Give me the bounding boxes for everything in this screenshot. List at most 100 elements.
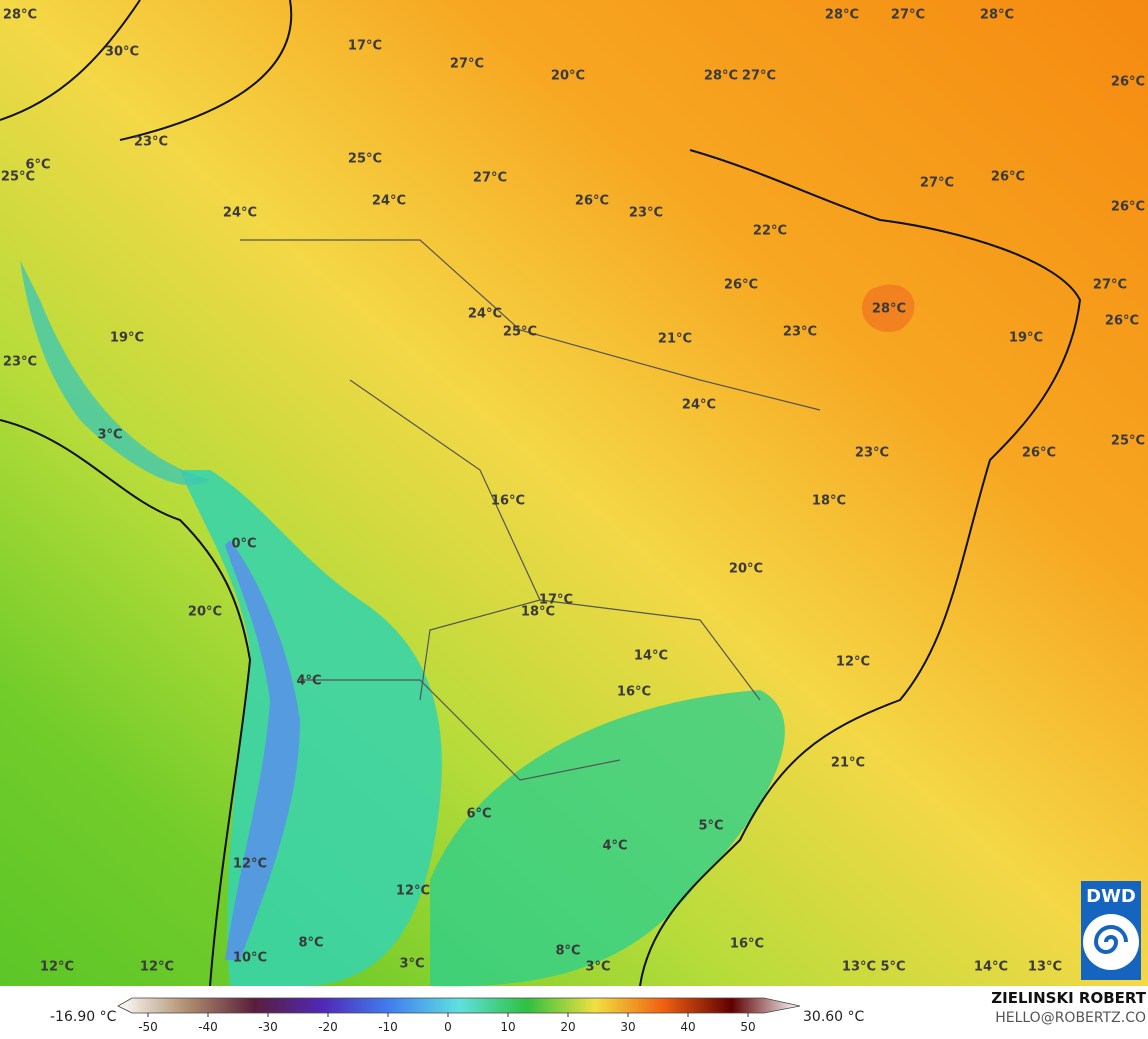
temperature-label: 26°C: [991, 170, 1025, 185]
temperature-label: 28°C: [825, 8, 859, 23]
temperature-label: 27°C: [473, 171, 507, 186]
logo-circle: [1083, 914, 1139, 970]
colorbar: -16.90 °C 30.60 °C -50 -40 -30 -20 -10 0 10 20 3…: [50, 997, 865, 1034]
temperature-label: 23°C: [134, 135, 168, 150]
credit-name: ZIELINSKI ROBERT: [991, 989, 1146, 1007]
temperature-label: 28°C: [3, 8, 37, 23]
temperature-label: 12°C: [140, 960, 174, 975]
andes-cold: [225, 540, 300, 960]
colorbar-tick-label: 40: [680, 1020, 695, 1034]
temperature-labels: 28°C 30°C 17°C 27°C 20°C 28°C 27°C 28°C 27°C 28°C…: [1, 8, 1145, 975]
temperature-label: 27°C: [920, 176, 954, 191]
temperature-label: 24°C: [223, 206, 257, 221]
colorbar-tick-label: -50: [138, 1020, 158, 1034]
temperature-label: 25°C: [348, 152, 382, 167]
temperature-label: 27°C: [1093, 278, 1127, 293]
logo-text: DWD: [1086, 886, 1136, 907]
warm-spot: [861, 284, 915, 332]
temperature-label: 24°C: [468, 307, 502, 322]
temperature-label: 5°C: [880, 960, 905, 975]
temperature-label: 17°C: [539, 593, 573, 608]
colorbar-max: 30.60 °C: [803, 1009, 865, 1025]
temperature-label: 12°C: [396, 884, 430, 899]
cool-region: [430, 690, 785, 987]
temperature-label: 19°C: [1009, 331, 1043, 346]
temperature-label: 16°C: [617, 685, 651, 700]
temperature-label: 24°C: [682, 398, 716, 413]
colorbar-tick-label: -20: [318, 1020, 338, 1034]
temperature-label: 26°C: [1111, 200, 1145, 215]
colorbar-ramp: [117, 997, 801, 1014]
colorbar-tick-label: 30: [620, 1020, 635, 1034]
map: [0, 0, 1148, 987]
temperature-label: 28°C: [872, 302, 906, 317]
temperature-label: 26°C: [575, 194, 609, 209]
temperature-label: 3°C: [97, 428, 122, 443]
temperature-label: 23°C: [3, 355, 37, 370]
temperature-label: 17°C: [348, 39, 382, 54]
temperature-label: 23°C: [629, 206, 663, 221]
colorbar-min: -16.90 °C: [50, 1009, 117, 1025]
borders: [240, 239, 821, 781]
temperature-label: 26°C: [1022, 446, 1056, 461]
temperature-label: 8°C: [298, 936, 323, 951]
temperature-label: 10°C: [233, 951, 267, 966]
colorbar-tick-label: 20: [560, 1020, 575, 1034]
temperature-label: 27°C: [891, 8, 925, 23]
temperature-label: 0°C: [231, 537, 256, 552]
temperature-label: 23°C: [783, 325, 817, 340]
temperature-label: 14°C: [974, 960, 1008, 975]
temperature-label: 20°C: [551, 69, 585, 84]
temperature-label: 28°C: [980, 8, 1014, 23]
colorbar-tick-label: -30: [258, 1020, 278, 1034]
colorbar-tick-label: -10: [378, 1020, 398, 1034]
temperature-label: 24°C: [372, 194, 406, 209]
temperature-label: 12°C: [233, 857, 267, 872]
temperature-label: 30°C: [105, 45, 139, 60]
colorbar-tick-label: 0: [444, 1020, 452, 1034]
temperature-label: 20°C: [729, 562, 763, 577]
temperature-label: 25°C: [1111, 434, 1145, 449]
temperature-label: 16°C: [730, 937, 764, 952]
temperature-label: 3°C: [399, 957, 424, 972]
temperature-label: 16°C: [491, 494, 525, 509]
temperature-label: 26°C: [1111, 75, 1145, 90]
logo-swirl: [1093, 925, 1128, 954]
temperature-label: 13°C: [1028, 960, 1062, 975]
colorbar-tick-label: -40: [198, 1020, 218, 1034]
temperature-label: 18°C: [521, 605, 555, 620]
temperature-label: 14°C: [634, 649, 668, 664]
temperature-label: 3°C: [585, 960, 610, 975]
temperature-label: 18°C: [812, 494, 846, 509]
temperature-label: 12°C: [836, 655, 870, 670]
north-andes: [20, 260, 210, 486]
temperature-label: 20°C: [188, 605, 222, 620]
temperature-label: 26°C: [724, 278, 758, 293]
temperature-label: 6°C: [466, 807, 491, 822]
temperature-label: 26°C: [1105, 314, 1139, 329]
dwd-logo: DWD: [1081, 881, 1141, 980]
temperature-label: 25°C: [503, 325, 537, 340]
temperature-label: 13°C: [842, 960, 876, 975]
temperature-label: 4°C: [602, 839, 627, 854]
temperature-label: 25°C: [1, 170, 35, 185]
temperature-label: 23°C: [855, 446, 889, 461]
temperature-label: 12°C: [40, 960, 74, 975]
temperature-label: 27°C: [742, 69, 776, 84]
colorbar-ticks: -50 -40 -30 -20 -10 0 10 20 30 40 50: [138, 1013, 756, 1034]
colorbar-tick-label: 10: [500, 1020, 515, 1034]
temperature-label: 21°C: [831, 756, 865, 771]
temperature-label: 6°C: [25, 158, 50, 173]
temperature-label: 22°C: [753, 224, 787, 239]
coastline: [0, 0, 1082, 987]
temperature-label: 28°C: [704, 69, 738, 84]
temperature-label: 27°C: [450, 57, 484, 72]
temperature-label: 19°C: [110, 331, 144, 346]
temperature-label: 5°C: [698, 819, 723, 834]
temperature-label: 21°C: [658, 332, 692, 347]
temperature-label: 4°C: [296, 674, 321, 689]
colorbar-tick-label: 50: [740, 1020, 755, 1034]
temperature-label: 8°C: [555, 944, 580, 959]
